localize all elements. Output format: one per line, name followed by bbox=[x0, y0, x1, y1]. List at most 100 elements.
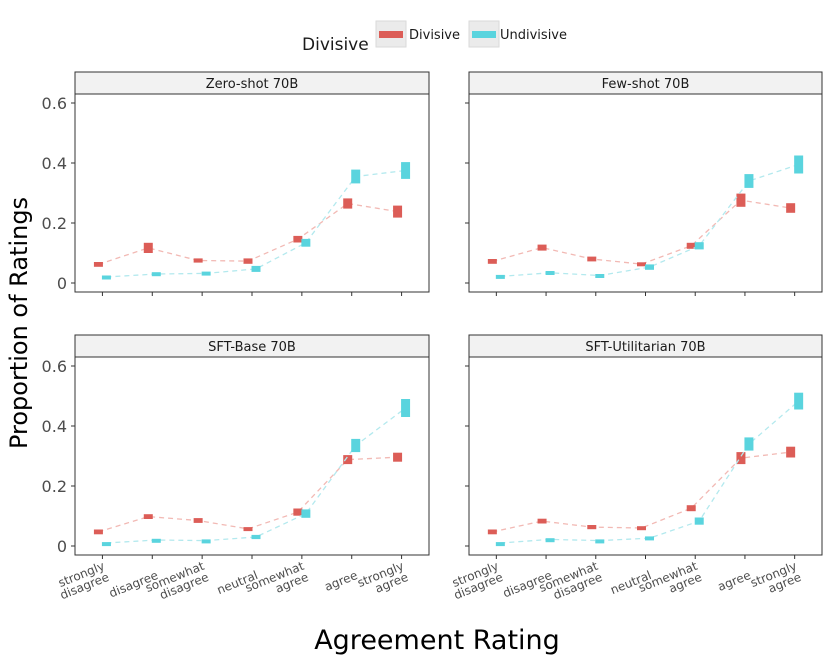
data-point-divisive bbox=[243, 527, 253, 532]
data-point-divisive bbox=[686, 242, 696, 249]
facet-panels: Zero-shot 70B 0 0.2 0.4 0.6 Few-shot 70B SFT-B… bbox=[42, 71, 823, 606]
series-line-divisive bbox=[98, 202, 398, 266]
y-tick-label: 0.4 bbox=[42, 417, 67, 436]
data-point-divisive bbox=[193, 518, 203, 523]
y-tick-label: 0.6 bbox=[42, 94, 67, 113]
data-point-undivisive bbox=[351, 438, 361, 453]
data-point-divisive bbox=[736, 452, 746, 465]
data-point-undivisive bbox=[251, 534, 261, 540]
legend-label-undivisive: Undivisive bbox=[500, 28, 567, 43]
data-point-undivisive bbox=[351, 169, 361, 184]
data-point-undivisive bbox=[694, 517, 704, 525]
panel-border bbox=[74, 356, 430, 556]
data-point-divisive bbox=[143, 242, 153, 253]
data-point-divisive bbox=[193, 258, 203, 263]
series-line-divisive bbox=[492, 199, 791, 265]
facet-title: SFT-Base 70B bbox=[208, 340, 296, 355]
data-point-undivisive bbox=[645, 264, 654, 270]
legend-title: Divisive bbox=[302, 35, 369, 55]
data-point-undivisive bbox=[595, 539, 605, 544]
data-point-divisive bbox=[537, 518, 547, 524]
data-point-undivisive bbox=[744, 174, 754, 188]
x-tick-label: somewhatagree bbox=[636, 559, 704, 606]
data-point-undivisive bbox=[794, 155, 804, 174]
legend-key-undivisive-swatch bbox=[472, 31, 496, 38]
data-point-undivisive bbox=[545, 538, 555, 543]
data-point-undivisive bbox=[495, 542, 505, 547]
data-point-undivisive bbox=[201, 271, 211, 276]
data-point-divisive bbox=[736, 193, 746, 207]
data-point-undivisive bbox=[101, 542, 111, 547]
facet-panel: Zero-shot 70B 0 0.2 0.4 0.6 bbox=[42, 71, 430, 296]
x-tick-label: agree bbox=[716, 568, 753, 594]
data-point-undivisive bbox=[595, 274, 605, 278]
data-point-divisive bbox=[637, 526, 646, 531]
legend-label-divisive: Divisive bbox=[409, 28, 460, 43]
facet-title: Few-shot 70B bbox=[602, 77, 690, 92]
data-point-undivisive bbox=[151, 272, 161, 277]
x-tick-label: somewhatdisagree bbox=[143, 559, 211, 606]
legend-key-divisive-swatch bbox=[379, 31, 403, 38]
data-point-undivisive bbox=[201, 539, 211, 544]
facet-title: SFT-Utilitarian 70B bbox=[585, 340, 705, 355]
data-point-undivisive bbox=[301, 509, 311, 518]
data-point-divisive bbox=[93, 529, 103, 535]
y-tick-label: 0.2 bbox=[42, 477, 67, 496]
data-point-divisive bbox=[786, 446, 796, 458]
data-point-undivisive bbox=[401, 162, 411, 179]
data-point-divisive bbox=[487, 259, 497, 264]
data-point-undivisive bbox=[495, 274, 505, 279]
series-line-undivisive bbox=[106, 169, 406, 278]
x-tick-label: stronglyagree bbox=[355, 559, 410, 601]
x-tick-label-line: agree bbox=[322, 568, 359, 594]
data-point-undivisive bbox=[744, 437, 754, 451]
data-point-divisive bbox=[293, 235, 303, 243]
data-point-divisive bbox=[93, 262, 103, 267]
data-point-divisive bbox=[637, 262, 646, 267]
data-point-undivisive bbox=[151, 538, 161, 543]
data-point-undivisive bbox=[645, 536, 654, 541]
data-point-undivisive bbox=[401, 399, 411, 417]
x-tick-label-line: agree bbox=[716, 568, 753, 594]
data-point-divisive bbox=[487, 529, 497, 535]
y-tick-label: 0.6 bbox=[42, 357, 67, 376]
facet-panel: SFT-Base 70B00.20.40.6stronglydisagreedi… bbox=[42, 334, 430, 606]
data-point-undivisive bbox=[301, 238, 311, 247]
data-point-divisive bbox=[343, 455, 353, 465]
data-point-divisive bbox=[786, 203, 796, 213]
y-tick-label: 0 bbox=[57, 274, 67, 293]
data-point-divisive bbox=[537, 244, 547, 251]
data-point-divisive bbox=[243, 258, 253, 264]
data-point-divisive bbox=[293, 508, 303, 516]
series-line-undivisive bbox=[106, 407, 406, 544]
data-point-divisive bbox=[343, 198, 353, 209]
data-point-divisive bbox=[686, 505, 696, 512]
series-line-undivisive bbox=[500, 163, 799, 278]
data-point-divisive bbox=[393, 452, 403, 462]
facet-title: Zero-shot 70B bbox=[206, 77, 299, 92]
x-tick-label: stronglyagree bbox=[748, 559, 803, 601]
x-tick-label: stronglydisagree bbox=[447, 559, 505, 602]
data-point-divisive bbox=[587, 525, 597, 530]
legend: Divisive Divisive Undivisive bbox=[302, 20, 567, 55]
series-line-divisive bbox=[98, 456, 398, 533]
x-tick-label: stronglydisagree bbox=[53, 559, 111, 602]
y-tick-label: 0.2 bbox=[42, 214, 67, 233]
data-point-divisive bbox=[587, 256, 597, 262]
series-line-divisive bbox=[492, 451, 791, 533]
data-point-divisive bbox=[393, 205, 403, 218]
facet-panel: Few-shot 70B bbox=[465, 71, 823, 296]
data-point-undivisive bbox=[251, 265, 261, 272]
y-tick-label: 0 bbox=[57, 537, 67, 556]
data-point-undivisive bbox=[545, 271, 555, 275]
x-tick-label: somewhatagree bbox=[243, 559, 311, 606]
data-point-undivisive bbox=[694, 242, 704, 250]
y-axis-title: Proportion of Ratings bbox=[5, 197, 33, 449]
facet-panel: SFT-Utilitarian 70Bstronglydisagreedisag… bbox=[447, 334, 823, 606]
y-tick-label: 0.4 bbox=[42, 154, 67, 173]
x-tick-label: agree bbox=[322, 568, 359, 594]
data-point-undivisive bbox=[794, 392, 804, 410]
data-point-divisive bbox=[143, 514, 153, 519]
data-point-undivisive bbox=[101, 275, 111, 280]
